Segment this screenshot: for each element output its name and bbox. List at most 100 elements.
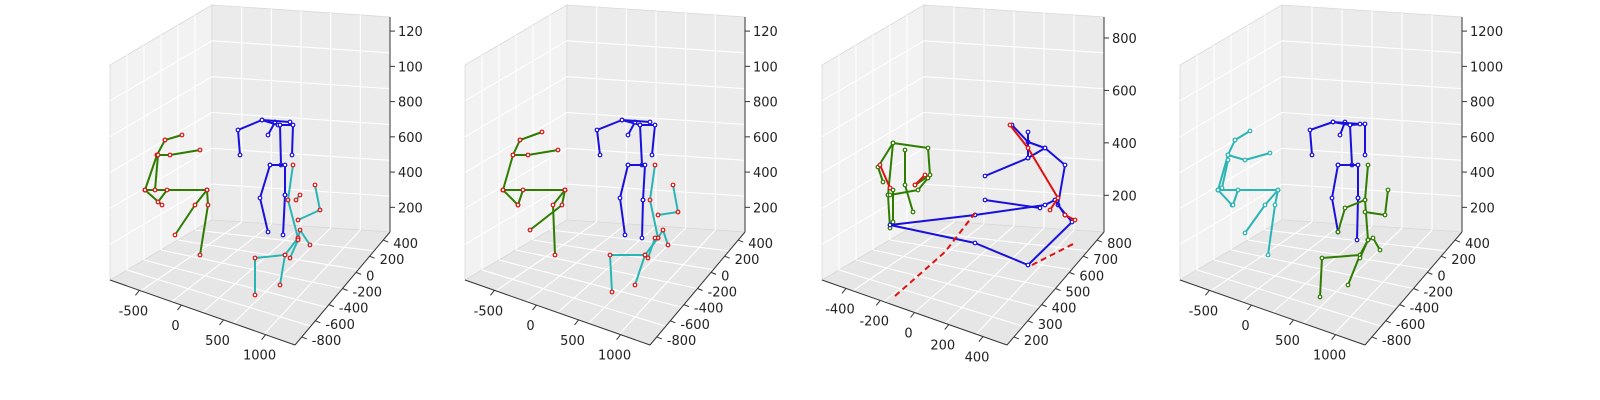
- skeleton-joint: [647, 119, 653, 125]
- skeleton-joint: [649, 152, 655, 158]
- skeleton-bone: [1217, 189, 1233, 206]
- skeleton-joint: [1362, 121, 1368, 127]
- y-tick-label: 200: [1024, 334, 1049, 349]
- skeleton-joint: [1025, 129, 1031, 135]
- x-tick-label: -200: [859, 314, 889, 329]
- y-tick: [683, 304, 690, 308]
- skeleton-joint: [235, 127, 241, 133]
- grid-line: [923, 40, 1105, 54]
- skeleton-joint: [1309, 152, 1315, 158]
- skeleton-joint: [265, 229, 271, 235]
- skeleton-joint: [625, 162, 631, 168]
- y-tick-label: 500: [1066, 286, 1091, 301]
- skeleton-joint: [295, 237, 301, 243]
- y-tick-label: 800: [1107, 237, 1132, 252]
- skeleton-joint: [594, 127, 600, 133]
- skeleton-joint: [625, 132, 631, 138]
- z-tick-label: 100: [398, 60, 423, 75]
- skeleton-joint: [887, 192, 893, 198]
- skeleton-joint: [265, 132, 271, 138]
- skeleton-joint: [922, 172, 928, 178]
- skeleton-joint: [205, 202, 211, 208]
- skeleton-joint: [1365, 162, 1371, 168]
- y-tick-label: -400: [694, 302, 724, 317]
- y-tick-label: 400: [1052, 302, 1077, 317]
- skeleton-joint: [562, 187, 568, 193]
- y-tick-label: -200: [708, 286, 738, 301]
- skeleton-joint: [642, 162, 648, 168]
- skeleton-joint: [252, 255, 258, 261]
- skeleton-joint: [159, 202, 165, 208]
- skeleton-joint: [639, 235, 645, 241]
- y-tick-label: -400: [1410, 302, 1440, 317]
- y-tick: [710, 271, 717, 275]
- skeleton-joint: [287, 255, 293, 261]
- y-tick-label: 200: [380, 253, 405, 268]
- x-tick: [219, 319, 224, 326]
- skeleton-bone: [984, 199, 1041, 209]
- skeleton-joint: [1357, 255, 1363, 261]
- z-tick-label: 600: [398, 131, 423, 146]
- skeleton-bone: [289, 239, 299, 259]
- skeleton-bone: [237, 119, 294, 156]
- skeleton-joint: [1362, 152, 1368, 158]
- y-tick: [1427, 271, 1433, 275]
- skeleton-bone: [641, 199, 644, 239]
- skeleton-joint: [197, 252, 203, 258]
- x-tick-label: 500: [1275, 334, 1300, 349]
- skeleton-joint: [902, 147, 908, 153]
- skeleton-joint: [1370, 235, 1376, 241]
- skeleton-joint: [912, 182, 918, 188]
- skeleton-joint: [317, 207, 323, 213]
- skeleton-joint: [675, 209, 681, 215]
- skeleton-joint: [1042, 202, 1048, 208]
- y-tick: [1027, 320, 1033, 324]
- skeleton-joint: [1335, 229, 1341, 235]
- z-tick-label: 200: [753, 201, 778, 216]
- z-tick-label: 200: [1112, 189, 1137, 204]
- skeleton-joint: [652, 122, 658, 128]
- x-tick: [177, 304, 182, 311]
- skeleton-joint: [1072, 217, 1078, 223]
- skeleton-joint: [877, 162, 883, 168]
- skeleton-joint: [295, 217, 301, 223]
- grid-line: [1281, 40, 1463, 54]
- skeleton-joint: [204, 187, 210, 193]
- x-tick-label: 500: [560, 334, 585, 349]
- skeleton-joint: [609, 289, 615, 295]
- y-tick: [697, 288, 703, 291]
- skeleton-joint: [660, 227, 666, 233]
- skeleton-joint: [179, 132, 185, 138]
- skeleton-joint: [925, 175, 931, 181]
- y-tick-label: -600: [680, 318, 710, 333]
- skeleton-joint: [1362, 197, 1368, 203]
- skeleton-joint: [1242, 157, 1248, 163]
- y-tick: [342, 288, 348, 291]
- skeleton-joint: [1354, 237, 1360, 243]
- z-tick-label: 800: [753, 96, 778, 111]
- skeleton-joint: [982, 197, 988, 203]
- skeleton-joint: [1377, 247, 1383, 253]
- skeleton-joint: [192, 202, 198, 208]
- y-tick: [1441, 255, 1447, 259]
- skeleton-joint: [282, 252, 288, 258]
- subplot-4: -500050010004002000-200-400-600-80012001…: [1179, 4, 1503, 364]
- skeleton-joint: [1330, 119, 1336, 125]
- x-tick-label: 1000: [1313, 349, 1346, 364]
- skeleton-joint: [1037, 205, 1043, 211]
- skeleton-joint: [925, 145, 931, 151]
- skeleton-bone: [892, 142, 931, 186]
- skeleton-joint: [1232, 137, 1238, 143]
- skeleton-joint: [282, 192, 288, 198]
- y-tick-label: 400: [393, 237, 418, 252]
- x-tick: [490, 290, 495, 296]
- skeleton-joint: [162, 137, 168, 143]
- skeleton-joint: [515, 202, 521, 208]
- skeleton-joint: [167, 152, 173, 158]
- y-tick: [1399, 304, 1405, 308]
- x-tick: [1205, 290, 1210, 296]
- skeleton-joint: [1230, 202, 1236, 208]
- skeleton-joint: [1355, 162, 1361, 168]
- skeleton-joint: [1055, 195, 1061, 201]
- skeleton-bone: [621, 119, 651, 123]
